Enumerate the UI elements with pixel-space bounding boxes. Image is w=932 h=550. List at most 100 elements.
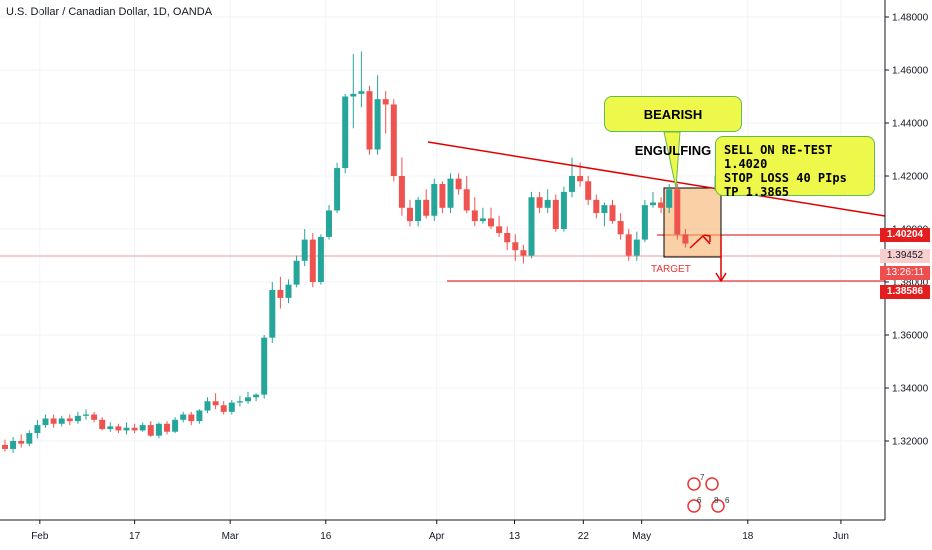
candle (58, 415, 65, 427)
candle-body (658, 202, 665, 208)
candle (650, 191, 656, 208)
trade-stop-text: STOP LOSS 40 PIps (724, 171, 847, 185)
candle (423, 189, 430, 219)
candle (18, 434, 25, 448)
candle-body (358, 91, 365, 94)
candle-body (261, 337, 268, 395)
y-tick-label: 1.32000 (892, 437, 929, 448)
candle (504, 226, 511, 251)
candle (641, 199, 648, 243)
candle (658, 197, 665, 214)
x-tick-label: 16 (320, 531, 332, 542)
candle-body (682, 234, 689, 244)
x-tick-label: Feb (31, 531, 49, 542)
candle (471, 197, 478, 227)
candle-body (593, 199, 600, 214)
candle (212, 393, 219, 410)
candle (123, 422, 130, 435)
candle (228, 399, 235, 415)
candle (147, 421, 154, 438)
candle-body (269, 289, 276, 338)
candle-body (147, 425, 154, 436)
y-tick-label: 1.42000 (892, 172, 929, 183)
time-axis[interactable]: Feb 17 Mar 16 Apr 13 22 May 18 Jun (31, 520, 849, 542)
y-tick-label: 1.44000 (892, 119, 929, 130)
candle-body (139, 425, 146, 431)
y-tick-label: 1.48000 (892, 13, 929, 24)
candle-body (196, 410, 203, 422)
candle (358, 51, 365, 108)
candle-body (544, 199, 551, 208)
y-tick-label: 1.46000 (892, 66, 929, 77)
candle-body (74, 415, 81, 422)
candle-body (439, 183, 446, 208)
y-tick-label: 1.36000 (892, 331, 929, 342)
candle (439, 181, 446, 214)
x-tick-label: Jun (833, 531, 849, 542)
candle-body (431, 183, 438, 216)
candle-body (569, 176, 575, 192)
candlestick-series (2, 51, 689, 453)
candle (131, 423, 138, 434)
candle (99, 417, 106, 431)
x-tick-label: Mar (222, 531, 240, 542)
candle (164, 421, 170, 435)
candle-body (285, 284, 292, 298)
candle-body (10, 441, 17, 449)
candle (253, 393, 260, 402)
x-tick-label: 18 (742, 531, 754, 542)
candle (431, 178, 438, 222)
chart-title: U.S. Dollar / Canadian Dollar, 1D, OANDA (6, 6, 213, 18)
trade-plan-note[interactable]: SELL ON RE-TEST 1.4020 STOP LOSS 40 PIps… (715, 136, 875, 199)
candle-body (455, 178, 462, 190)
candle (50, 414, 57, 428)
candle-body (366, 91, 373, 150)
candle-body (188, 414, 195, 422)
svg-text:7: 7 (700, 473, 705, 482)
candle-body (123, 427, 130, 431)
candle (569, 157, 575, 198)
svg-text:6: 6 (725, 496, 730, 505)
candle-body (407, 207, 413, 222)
candle (220, 401, 227, 415)
candle-body (585, 181, 592, 200)
candle-body (609, 205, 616, 222)
candle-body (18, 441, 25, 444)
candle (479, 207, 486, 224)
candle (682, 229, 689, 248)
candle-body (2, 444, 8, 449)
candle-body (560, 191, 567, 229)
candle (2, 439, 8, 452)
candle-body (277, 289, 284, 298)
candle (245, 391, 251, 404)
level-lines (0, 234, 885, 282)
candle-body (382, 99, 389, 105)
candle (447, 173, 454, 214)
candle-body (625, 234, 632, 256)
candle (293, 255, 300, 288)
x-tick-label: Apr (429, 531, 445, 542)
candle-body (58, 418, 65, 424)
svg-text:8: 8 (714, 496, 719, 505)
candle-body (463, 189, 470, 211)
candle (74, 411, 81, 424)
level1-price-tag: 1.40204 (880, 228, 930, 242)
bearish-engulfing-note[interactable]: BEARISH ENGULFING (604, 96, 742, 158)
candle (674, 183, 681, 240)
candle (455, 173, 462, 195)
candle (585, 176, 592, 206)
candle (544, 189, 551, 214)
candle (560, 186, 567, 232)
candle-body (447, 178, 454, 208)
candle (42, 414, 49, 428)
candle-body (253, 394, 260, 398)
candle (488, 207, 494, 229)
candle (285, 279, 292, 304)
candle-body (309, 239, 316, 282)
candle-body (512, 242, 519, 251)
candle-body (528, 197, 535, 256)
candle-body (479, 218, 486, 222)
trend-line (427, 141, 886, 217)
candle (334, 162, 341, 214)
